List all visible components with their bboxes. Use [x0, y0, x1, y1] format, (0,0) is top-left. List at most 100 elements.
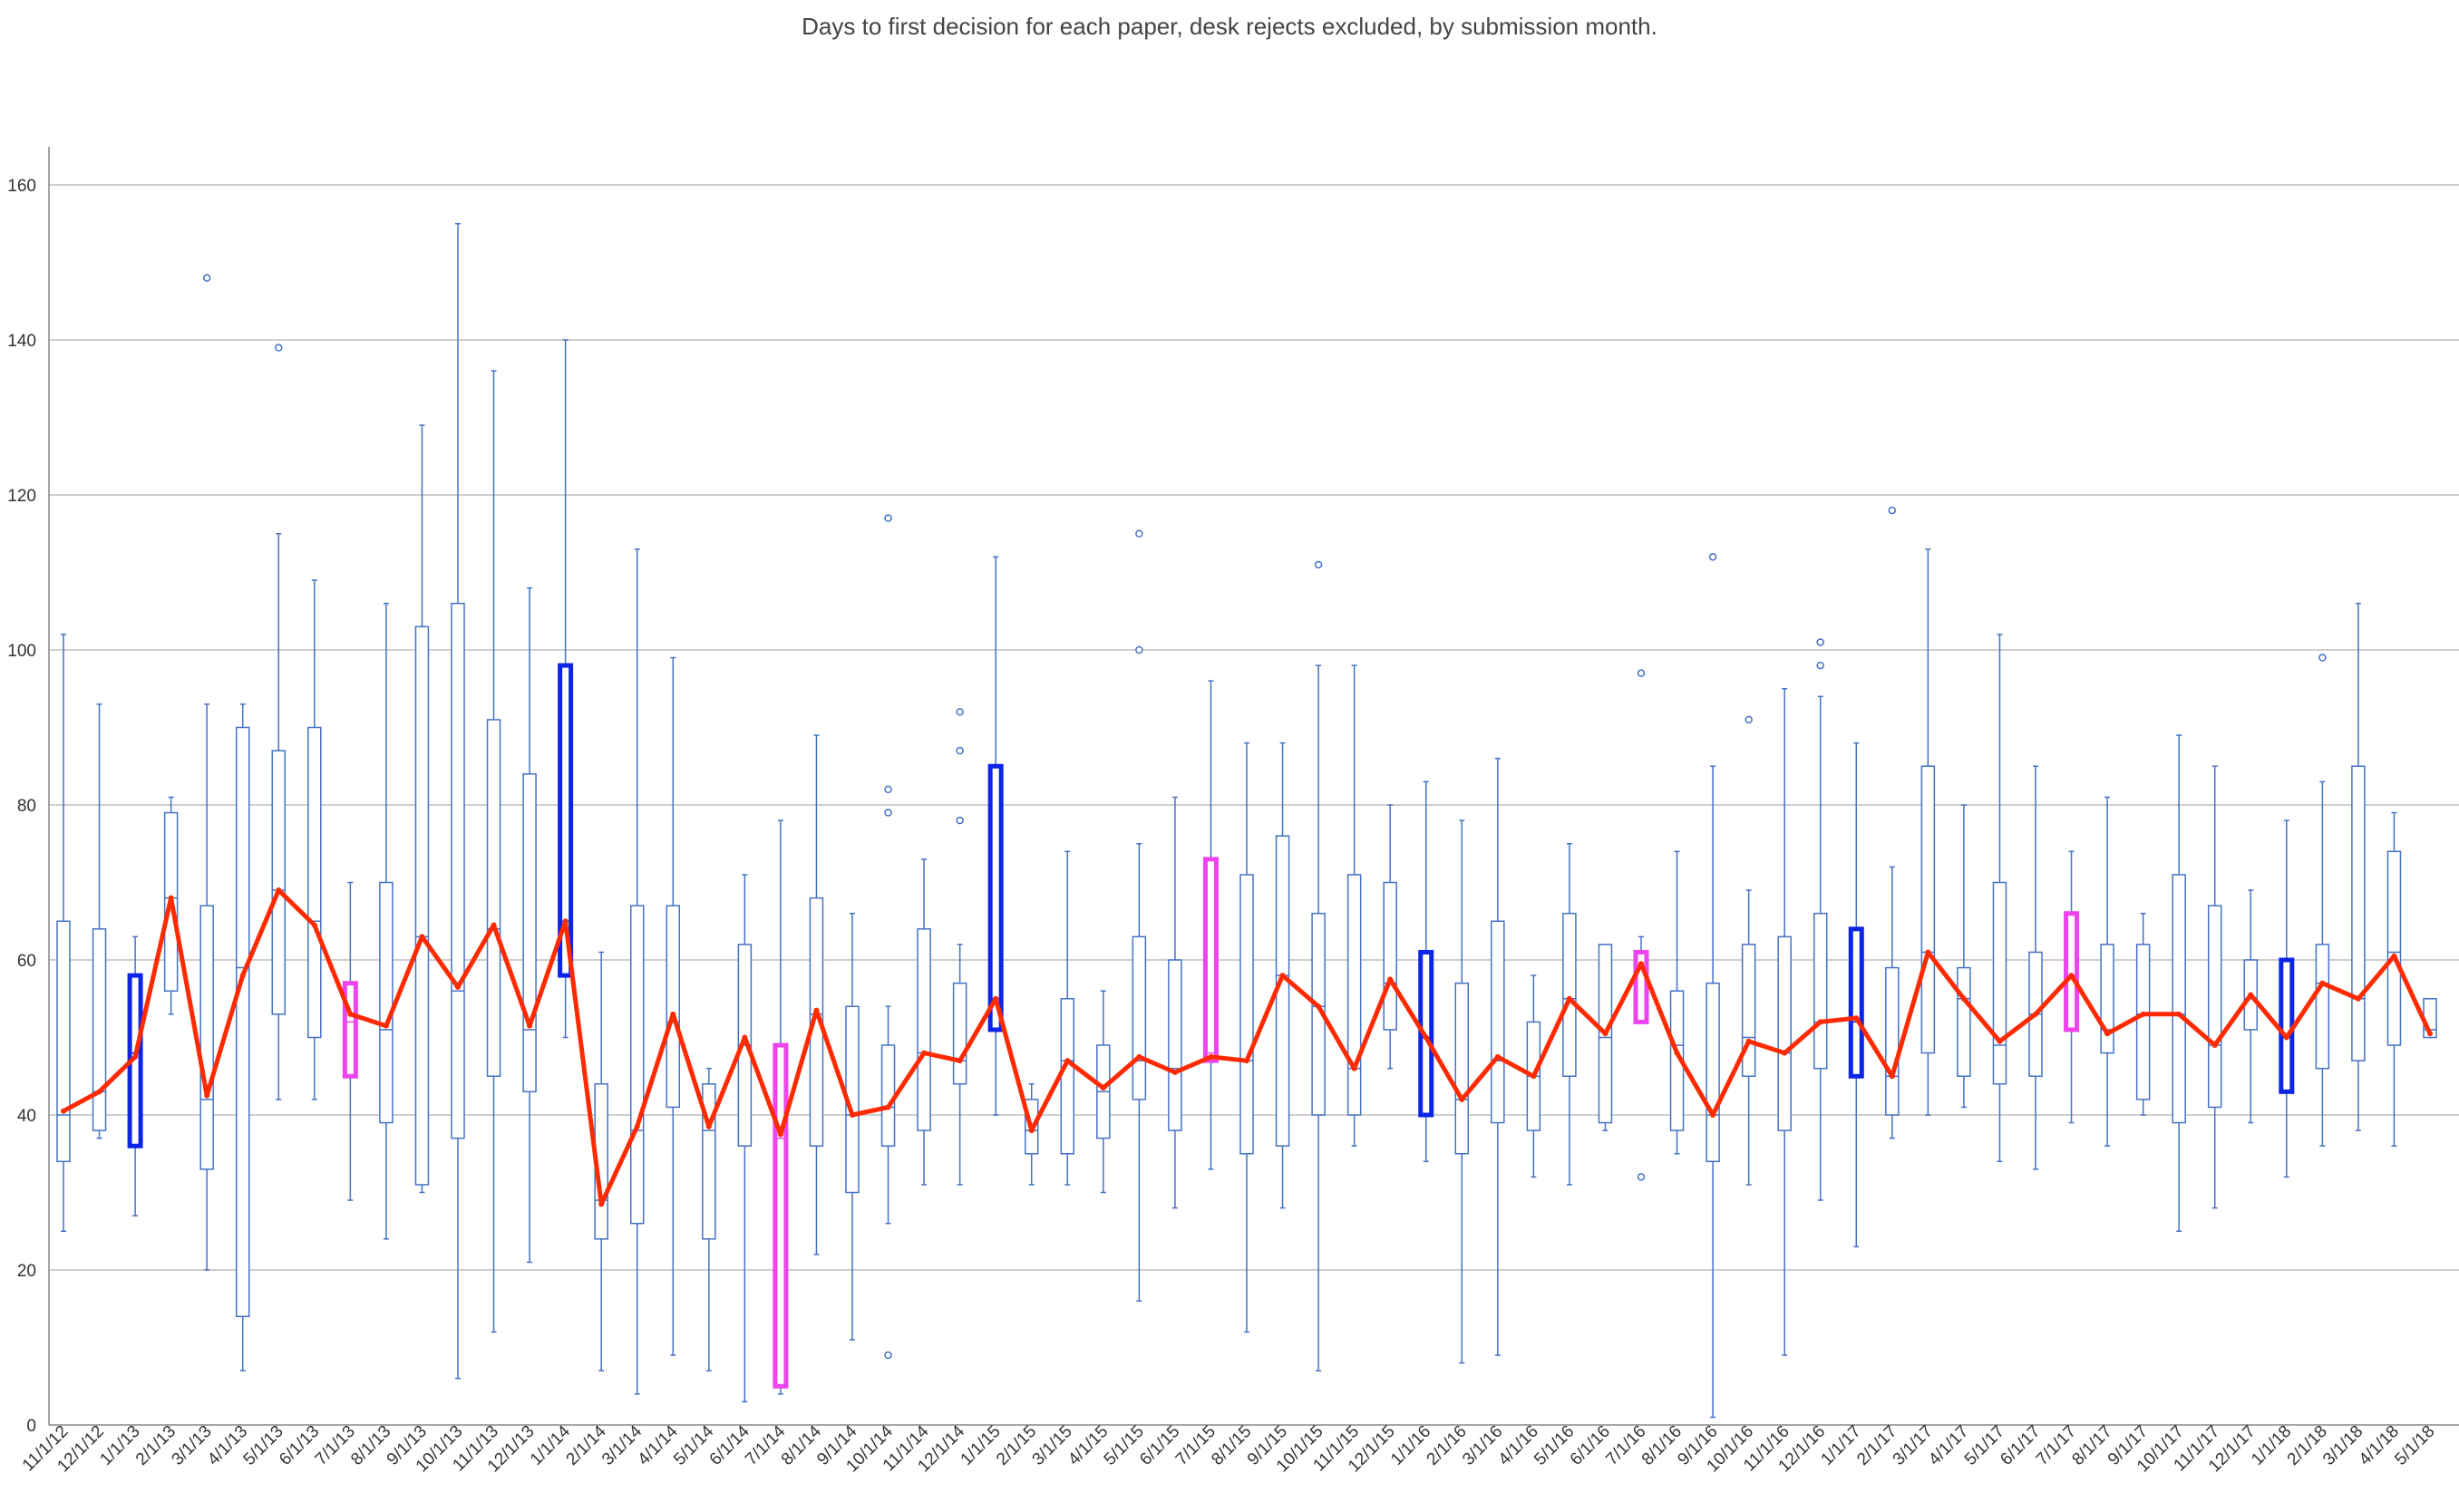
box-iqr — [2351, 765, 2366, 1061]
mean-point-7/1/14 — [777, 1131, 783, 1138]
mean-point-9/1/15 — [1279, 973, 1286, 979]
mean-point-8/1/15 — [1244, 1058, 1249, 1064]
box-12/1/13 — [522, 586, 537, 1264]
x-tick-label: 7/1/16 — [1602, 1422, 1649, 1469]
x-tick-label: 5/1/14 — [670, 1421, 718, 1469]
mean-point-4/1/13 — [239, 973, 246, 979]
mean-point-3/1/16 — [1494, 1053, 1501, 1060]
x-tick-label: 6/1/16 — [1567, 1422, 1614, 1469]
box-iqr — [271, 750, 287, 1015]
box-iqr — [1885, 966, 1900, 1116]
x-tick-label: 8/1/15 — [1208, 1422, 1255, 1469]
box-iqr — [2135, 944, 2151, 1100]
boxes — [56, 223, 2437, 1419]
box-iqr — [2279, 957, 2295, 1094]
box-11/1/16 — [1777, 688, 1792, 1356]
outlier-point — [2318, 654, 2327, 662]
x-tick-label: 1/1/13 — [96, 1422, 143, 1469]
y-tick-label: 60 — [17, 952, 36, 971]
box-iqr — [987, 763, 1004, 1032]
box-iqr — [1741, 944, 1756, 1078]
box-10/1/14 — [880, 514, 896, 1360]
box-2/1/18 — [2315, 654, 2330, 1147]
box-2/1/15 — [1024, 1083, 1039, 1186]
box-iqr — [451, 602, 465, 1139]
box-3/1/16 — [1491, 757, 1505, 1356]
box-iqr — [2172, 874, 2186, 1124]
box-9/1/17 — [2135, 912, 2151, 1116]
x-tick-label: 8/1/14 — [778, 1421, 826, 1469]
x-tick-label: 4/1/18 — [2356, 1422, 2403, 1469]
x-tick-label: 8/1/16 — [1638, 1422, 1686, 1469]
x-tick-label: 4/1/16 — [1495, 1422, 1542, 1469]
mean-point-9/1/17 — [2140, 1011, 2146, 1017]
mean-point-4/1/17 — [1960, 995, 1967, 1002]
box-7/1/14 — [773, 819, 789, 1395]
x-tick-label: 7/1/15 — [1172, 1422, 1220, 1469]
x-tick-label: 2/1/15 — [993, 1422, 1040, 1469]
outlier-point — [1135, 529, 1143, 538]
mean-point-8/1/13 — [383, 1023, 389, 1029]
box-iqr — [1957, 966, 1971, 1078]
mean-point-1/1/14 — [562, 918, 569, 925]
box-iqr — [1920, 765, 1936, 1054]
x-tick-label: 2/1/14 — [563, 1421, 611, 1469]
mean-trend-line — [61, 887, 2433, 1207]
mean-point-4/1/18 — [2391, 953, 2397, 959]
mean-point-12/1/13 — [527, 1023, 533, 1029]
box-12/1/15 — [1383, 804, 1397, 1070]
box-8/1/17 — [2100, 796, 2114, 1147]
box-1/1/13 — [127, 935, 143, 1216]
mean-point-3/1/14 — [634, 1123, 640, 1129]
box-9/1/14 — [845, 912, 860, 1341]
box-iqr — [1491, 920, 1505, 1124]
mean-point-11/1/14 — [921, 1050, 928, 1056]
box-iqr — [1706, 982, 1720, 1163]
box-7/1/17 — [2064, 850, 2080, 1124]
box-iqr — [880, 1044, 896, 1147]
mean-point-5/1/13 — [276, 887, 282, 894]
mean-point-5/1/14 — [705, 1123, 712, 1129]
outlier-point — [202, 274, 211, 282]
box-1/1/14 — [558, 339, 574, 1039]
outlier-point — [1314, 560, 1323, 569]
box-6/1/15 — [1168, 796, 1182, 1209]
mean-point-2/1/17 — [1889, 1073, 1895, 1080]
x-tick-label: 6/1/17 — [1997, 1422, 2044, 1469]
box-1/1/16 — [1418, 780, 1434, 1163]
mean-point-10/1/17 — [2176, 1011, 2182, 1017]
box-iqr — [917, 928, 931, 1131]
mean-point-6/1/14 — [742, 1034, 748, 1041]
box-11/1/14 — [917, 858, 931, 1186]
box-iqr — [773, 1042, 789, 1389]
mean-point-4/1/16 — [1531, 1073, 1537, 1080]
box-3/1/17 — [1920, 548, 1936, 1116]
mean-point-10/1/14 — [885, 1104, 891, 1110]
x-tick-label: 3/1/17 — [1890, 1422, 1937, 1469]
x-tick-label: 4/1/13 — [204, 1422, 251, 1469]
box-2/1/17 — [1885, 506, 1900, 1139]
mean-point-1/1/16 — [1423, 1034, 1429, 1041]
box-iqr — [1992, 881, 2007, 1085]
y-tick-label: 40 — [17, 1107, 36, 1126]
mean-point-5/1/18 — [2427, 1031, 2433, 1037]
x-tick-label: 2/1/18 — [2284, 1422, 2331, 1469]
outlier-point — [1637, 669, 1646, 677]
box-iqr — [1168, 959, 1182, 1131]
x-tick-label: 1/1/14 — [527, 1421, 575, 1469]
x-tick-label: 5/1/18 — [2391, 1422, 2438, 1469]
box-4/1/15 — [1096, 990, 1111, 1194]
box-iqr — [486, 719, 501, 1077]
x-tick-label: 5/1/16 — [1531, 1422, 1578, 1469]
box-3/1/14 — [629, 548, 645, 1395]
y-tick-label: 100 — [7, 642, 36, 661]
x-tick-label: 1/1/18 — [2248, 1422, 2295, 1469]
outlier-point — [956, 816, 964, 825]
box-3/1/18 — [2351, 602, 2366, 1131]
x-tick-label: 7/1/17 — [2033, 1422, 2080, 1469]
outlier-point — [1708, 553, 1717, 561]
mean-point-9/1/13 — [419, 934, 425, 940]
x-tick-label: 2/1/16 — [1424, 1422, 1471, 1469]
box-iqr — [92, 928, 107, 1131]
